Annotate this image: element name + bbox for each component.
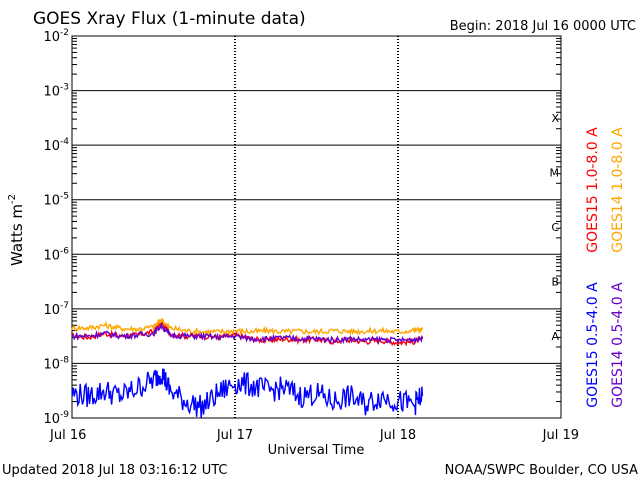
y-tick-label: 10-9 (43, 410, 69, 427)
flare-class-label: B (551, 276, 559, 289)
legend-entry: GOES15 1.0-8.0 A (585, 127, 601, 253)
series-lines (71, 318, 424, 419)
y-tick-label: 10-8 (43, 355, 69, 372)
plot-frame (71, 35, 562, 419)
begin-label: Begin: 2018 Jul 16 0000 UTC (450, 19, 636, 34)
updated-timestamp: Updated 2018 Jul 18 03:16:12 UTC (2, 463, 227, 478)
series-line-2 (71, 368, 424, 419)
y-tick-label: 10-2 (43, 28, 69, 45)
chart-title: GOES Xray Flux (1-minute data) (33, 9, 306, 29)
y-tick-label: 10-4 (43, 137, 69, 154)
x-tick-label: Jul 17 (216, 428, 253, 443)
legend-entry: GOES14 1.0-8.0 A (610, 127, 626, 253)
day-separators (234, 36, 399, 418)
y-tick-label: 10-6 (43, 246, 69, 263)
x-tick-labels: Jul 16 Jul 17 Jul 18 Jul 19 (49, 428, 579, 443)
flare-class-labels: X M C B A (550, 112, 560, 343)
x-tick-label: Jul 18 (379, 428, 416, 443)
flare-class-label: M (550, 166, 560, 179)
grid-lines (72, 37, 561, 403)
y-axis-label-exponent: -2 (7, 194, 18, 204)
y-axis-label-main: Watts m (8, 204, 26, 266)
y-tick-label: 10-7 (43, 301, 69, 318)
y-tick-label: 10-3 (43, 83, 69, 100)
flare-class-label: A (551, 330, 559, 343)
series-legend: GOES15 1.0-8.0 A GOES14 1.0-8.0 A GOES15 0… (585, 127, 626, 408)
x-tick-label: Jul 19 (542, 428, 579, 443)
x-tick-label: Jul 16 (49, 428, 86, 443)
legend-entry: GOES15 0.5-4.0 A (585, 282, 601, 408)
series-line-3 (71, 322, 424, 345)
credit-text: NOAA/SWPC Boulder, CO USA (445, 463, 638, 478)
series-line-1 (71, 318, 424, 337)
x-axis-label: Universal Time (268, 443, 365, 458)
y-tick-labels: 10-2 10-3 10-4 10-5 10-6 10-7 10-8 10-9 (43, 28, 69, 427)
legend-entry: GOES14 0.5-4.0 A (610, 282, 626, 408)
y-tick-label: 10-5 (43, 192, 69, 209)
flare-class-label: C (551, 221, 559, 234)
y-axis-label: Watts m-2 (7, 194, 26, 266)
flare-class-label: X (551, 112, 559, 125)
